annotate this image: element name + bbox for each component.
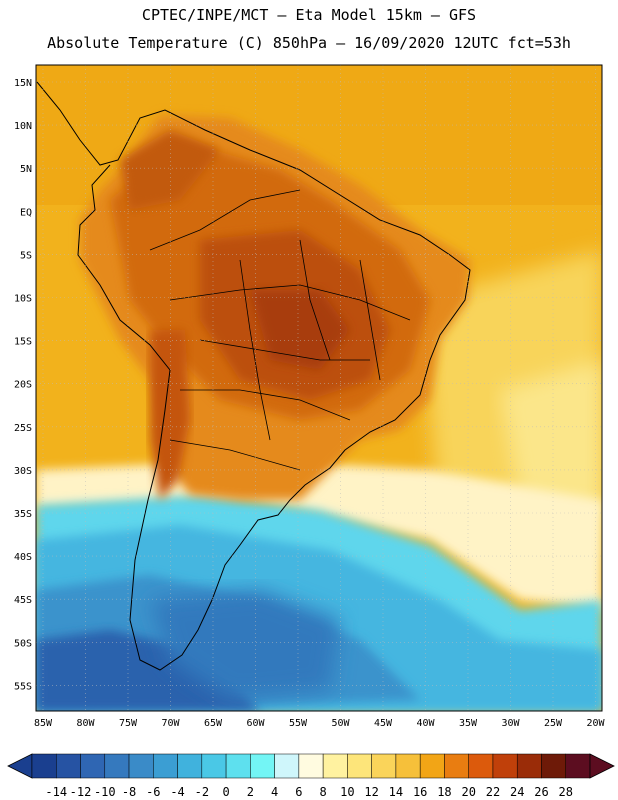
lon-label: 70W — [161, 718, 180, 729]
lon-label: 80W — [76, 718, 95, 729]
colorbar-cell — [128, 753, 154, 779]
colorbar-cell — [153, 753, 178, 779]
title-line-1: CPTEC/INPE/MCT – Eta Model 15km – GFS — [141, 6, 477, 24]
colorbar-arrow-left — [7, 753, 33, 779]
lon-label: 55W — [289, 718, 308, 729]
colorbar-label: -8 — [122, 785, 136, 799]
colorbar-cell — [274, 753, 300, 779]
lon-label: 85W — [34, 718, 53, 729]
colorbar-cell — [541, 753, 566, 779]
colorbar-label: -12 — [70, 785, 92, 799]
colorbar-label: 22 — [486, 785, 500, 799]
lon-label: 25W — [544, 718, 563, 729]
colorbar-label: 18 — [437, 785, 451, 799]
lat-label: 35S — [14, 509, 32, 520]
colorbar-label: 10 — [340, 785, 354, 799]
colorbar-label: 26 — [534, 785, 548, 799]
colorbar-cell — [225, 753, 251, 779]
colorbar-label: -14 — [45, 785, 67, 799]
colorbar-label: 14 — [389, 785, 403, 799]
colorbar-label: 20 — [461, 785, 475, 799]
title-line-2: Absolute Temperature (C) 850hPa – 16/09/… — [47, 34, 571, 52]
lat-label: 5N — [20, 164, 32, 175]
colorbar-label: 0 — [222, 785, 229, 799]
lat-label: 10S — [14, 294, 32, 305]
lon-label: 40W — [416, 718, 435, 729]
colorbar-label: 12 — [364, 785, 378, 799]
colorbar-label: 16 — [413, 785, 427, 799]
lat-label: 30S — [14, 466, 32, 477]
lon-label: 30W — [501, 718, 520, 729]
lat-label: 10N — [14, 121, 32, 132]
lat-label: 45S — [14, 595, 32, 606]
colorbar-cell — [298, 753, 324, 779]
lat-label: 50S — [14, 638, 32, 649]
lat-label: 40S — [14, 552, 32, 563]
lat-label: EQ — [20, 207, 32, 218]
colorbar-cell — [419, 753, 445, 779]
lon-label: 45W — [374, 718, 393, 729]
colorbar-cell — [177, 753, 203, 779]
colorbar-label: 6 — [295, 785, 302, 799]
colorbar-cell — [31, 753, 57, 779]
colorbar-label: 4 — [271, 785, 278, 799]
coastline — [36, 81, 471, 671]
colorbar-label: -4 — [170, 785, 184, 799]
colorbar-cell — [56, 753, 81, 779]
lon-label: 20W — [586, 718, 605, 729]
colorbar-cell — [468, 753, 494, 779]
colorbar-cell — [395, 753, 421, 779]
colorbar-label: 8 — [320, 785, 327, 799]
colorbar-cell — [371, 753, 397, 779]
colorbar-cell — [347, 753, 372, 779]
lat-label: 25S — [14, 423, 32, 434]
colorbar-cell — [201, 753, 227, 779]
colorbar-label: -6 — [146, 785, 160, 799]
colorbar-cell — [322, 753, 348, 779]
lon-label: 50W — [331, 718, 350, 729]
lat-label: 20S — [14, 380, 32, 391]
colorbar-arrow-right — [589, 753, 615, 779]
colorbar-cell — [250, 753, 275, 779]
colorbar-cell — [565, 753, 591, 779]
colorbar: -14 -12 -10 -8 -6 -4 -2 0 2 4 6 8 10 12 14 16 18 20 22 24 26… — [7, 753, 615, 799]
colorbar-cell — [444, 753, 469, 779]
colorbar-cell — [516, 753, 542, 779]
colorbar-label: 28 — [559, 785, 573, 799]
lat-label: 15S — [14, 337, 32, 348]
temperature-field — [36, 65, 602, 711]
lat-label: 5S — [20, 250, 32, 261]
colorbar-cell — [80, 753, 106, 779]
lon-label: 35W — [459, 718, 478, 729]
colorbar-label: -10 — [94, 785, 116, 799]
lon-label: 75W — [119, 718, 138, 729]
lat-label: 15N — [14, 78, 32, 89]
colorbar-cell — [492, 753, 518, 779]
colorbar-label: 2 — [247, 785, 254, 799]
lon-label: 65W — [204, 718, 223, 729]
map-frame — [35, 64, 603, 712]
colorbar-label: -2 — [195, 785, 209, 799]
colorbar-cell — [104, 753, 130, 779]
lon-label: 60W — [246, 718, 265, 729]
lat-label: 55S — [14, 681, 32, 692]
colorbar-label: 24 — [510, 785, 524, 799]
